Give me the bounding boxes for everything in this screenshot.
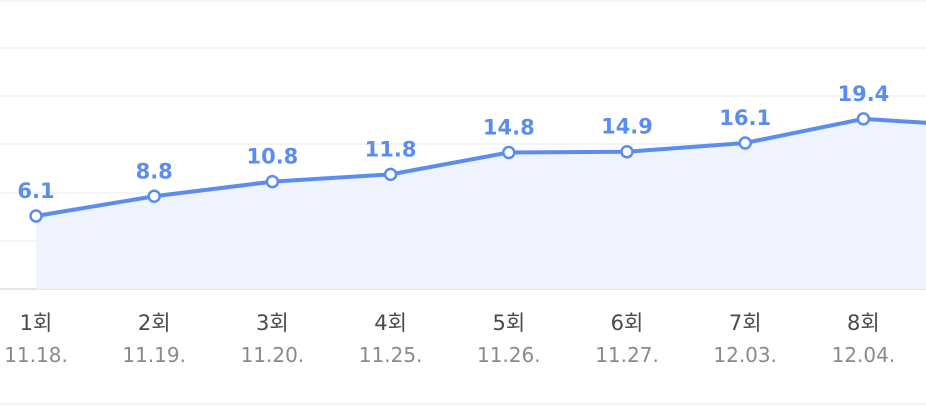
data-point-4 — [383, 167, 398, 182]
x-tick-date-5: 11.26. — [477, 343, 541, 367]
x-tick-round-7: 7회 — [729, 311, 762, 335]
x-tick-round-8: 8회 — [847, 311, 880, 335]
value-label-3: 10.8 — [246, 145, 298, 169]
value-label-5: 14.8 — [483, 115, 535, 139]
x-tick-date-7: 12.03. — [713, 343, 777, 367]
data-point-7 — [738, 136, 752, 150]
area-fill — [36, 118, 926, 289]
x-tick-date-2: 11.19. — [122, 343, 186, 367]
x-axis-labels: 1회 11.18. 2회 11.19. 3회 11.20. 4회 11.25. 5회 11.26.… — [4, 311, 895, 367]
x-tick-date-4: 11.25. — [359, 343, 423, 367]
data-point-8 — [856, 112, 871, 126]
data-point-6 — [620, 144, 634, 159]
data-points — [29, 112, 871, 223]
x-tick-date-6: 11.27. — [595, 343, 659, 367]
x-tick-round-6: 6회 — [611, 311, 644, 335]
value-label-4: 11.8 — [365, 137, 417, 161]
x-tick-round-2: 2회 — [138, 311, 171, 335]
data-point-1 — [29, 209, 43, 223]
x-tick-round-5: 5회 — [492, 311, 525, 335]
x-tick-date-8: 12.04. — [832, 343, 896, 367]
value-label-8: 19.4 — [837, 82, 889, 106]
data-point-5 — [502, 145, 516, 160]
area-path — [36, 118, 926, 289]
data-point-2 — [147, 189, 161, 204]
x-tick-date-3: 11.20. — [241, 343, 305, 367]
value-label-1: 6.1 — [17, 179, 54, 203]
value-label-2: 8.8 — [136, 159, 173, 183]
x-tick-date-1: 11.18. — [4, 343, 68, 367]
data-point-3 — [265, 174, 280, 189]
x-tick-round-4: 4회 — [374, 311, 407, 335]
x-tick-round-1: 1회 — [20, 311, 53, 335]
x-tick-round-3: 3회 — [256, 311, 289, 335]
value-labels: 6.1 8.8 10.8 11.8 14.8 14.9 16.1 19.4 — [17, 82, 889, 203]
value-label-7: 16.1 — [719, 106, 771, 130]
value-label-6: 14.9 — [601, 115, 653, 139]
